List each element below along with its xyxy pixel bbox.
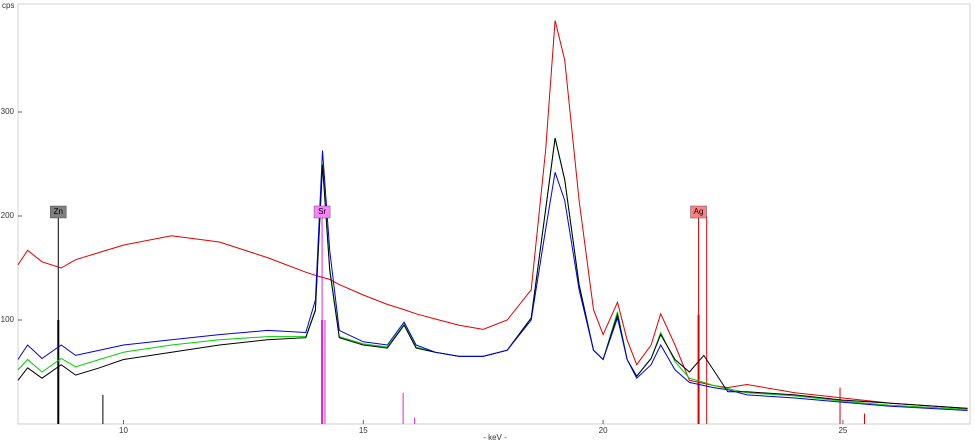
spectrum-line <box>17 137 968 409</box>
x-tick-label: 20 <box>599 426 608 435</box>
x-axis-label: - keV - <box>483 433 507 442</box>
y-axis-label: cps <box>2 1 14 10</box>
x-tick-label: 10 <box>119 426 128 435</box>
spectrum-line <box>17 137 968 410</box>
marker-label-box <box>313 205 331 219</box>
plot-frame <box>17 3 971 425</box>
marker-label: Ag <box>694 207 704 216</box>
spectrum-line <box>17 20 968 409</box>
y-tick-label: 100 <box>1 315 15 324</box>
marker-label-box <box>50 205 67 219</box>
marker-label-box <box>690 205 707 219</box>
y-tick-label: 300 <box>1 107 15 116</box>
spectrum-line <box>17 150 968 411</box>
y-tick-label: 200 <box>1 211 15 220</box>
x-tick-label: 15 <box>359 426 368 435</box>
x-tick-label: 25 <box>838 426 847 435</box>
marker-label: Zn <box>54 207 63 216</box>
marker-label: Sr <box>318 207 326 216</box>
